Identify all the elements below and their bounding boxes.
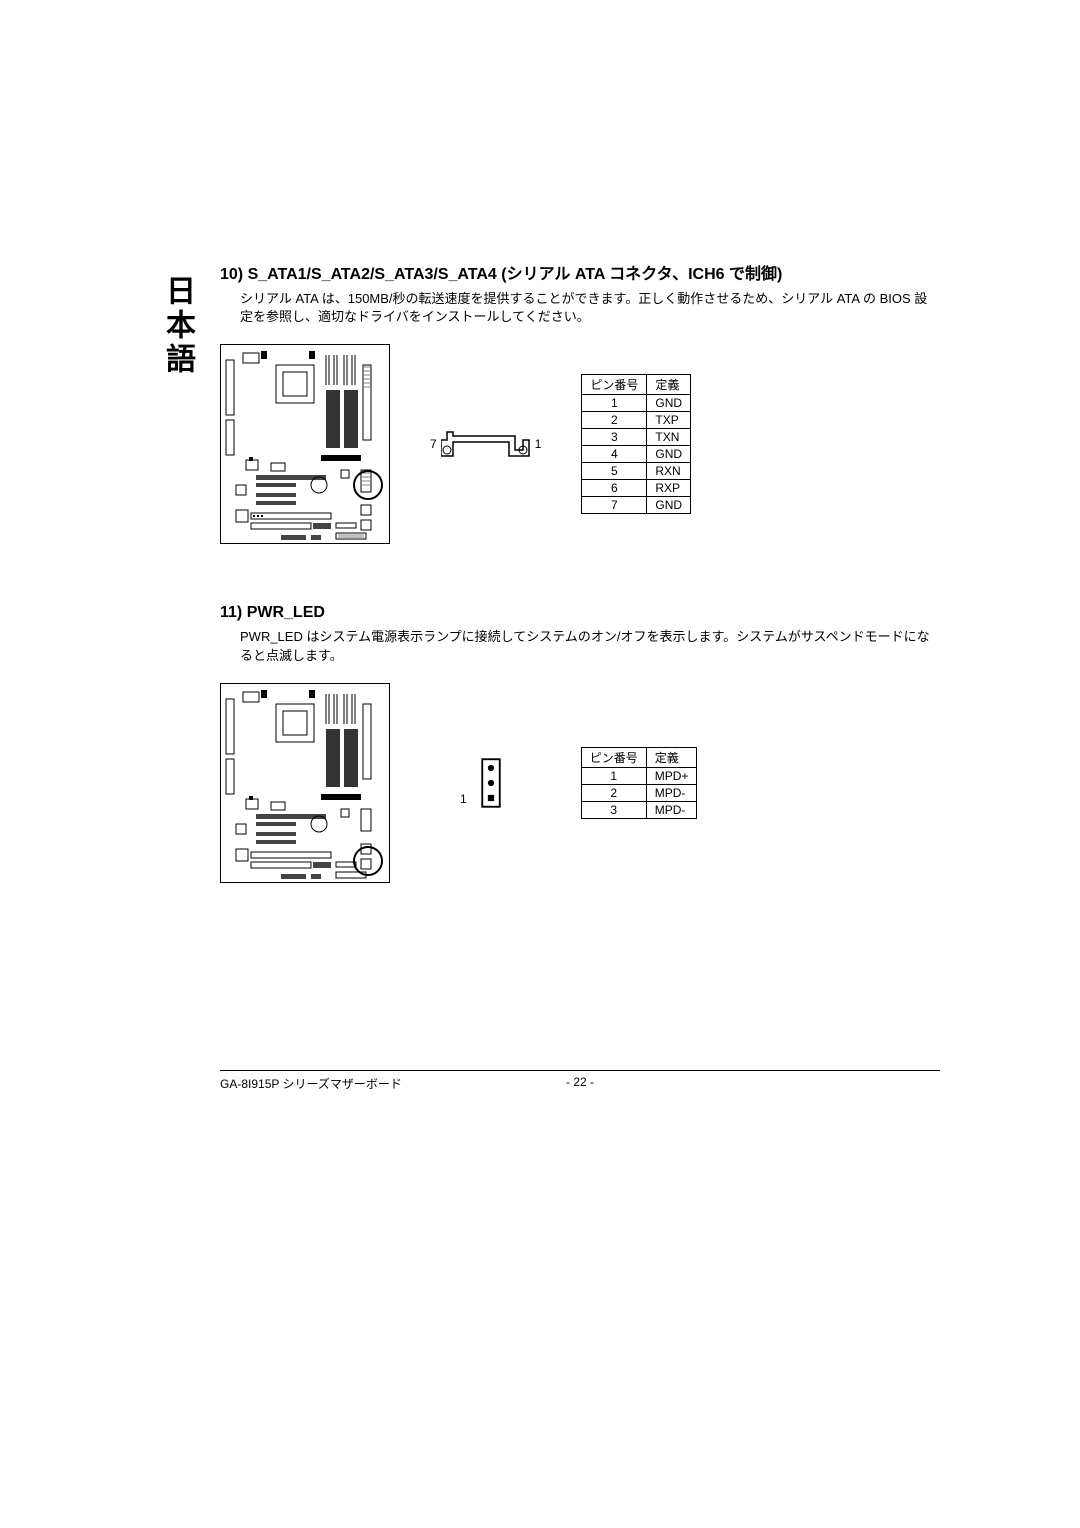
- table-cell: 4: [582, 446, 647, 463]
- page-footer: GA-8I915P シリーズマザーボード - 22 -: [220, 1070, 940, 1092]
- footer-model: GA-8I915P シリーズマザーボード: [220, 1075, 530, 1092]
- pwrled-connector-diagram: 1: [460, 758, 511, 808]
- footer-page-number: - 22 -: [530, 1075, 630, 1092]
- footer-spacer: [630, 1075, 940, 1092]
- pwrled-pin-table: ピン番号 定義 1MPD+ 2MPD- 3MPD-: [581, 747, 698, 819]
- table-cell: 1: [582, 395, 647, 412]
- table-cell: TXP: [647, 412, 691, 429]
- pwrled-th-def: 定義: [646, 747, 697, 767]
- pwrled-highlight-circle: [353, 846, 383, 876]
- table-cell: 3: [581, 801, 646, 818]
- sata-pin7-label: 7: [430, 437, 437, 451]
- pwrled-connector-svg: [471, 758, 511, 808]
- table-cell: MPD+: [646, 767, 697, 784]
- table-cell: GND: [647, 497, 691, 514]
- table-cell: MPD-: [646, 801, 697, 818]
- section-10-title: 10) S_ATA1/S_ATA2/S_ATA3/S_ATA4 (シリアル AT…: [220, 260, 940, 284]
- table-cell: 6: [582, 480, 647, 497]
- sata-th-def: 定義: [647, 375, 691, 395]
- table-cell: 2: [581, 784, 646, 801]
- sata-connector-svg: [441, 419, 531, 469]
- table-cell: RXP: [647, 480, 691, 497]
- section-10-desc: シリアル ATA は、150MB/秒の転送速度を提供することができます。正しく動…: [240, 290, 940, 326]
- mobo-svg-1: [221, 345, 391, 545]
- sata-th-pin: ピン番号: [582, 375, 647, 395]
- main-content: 10) S_ATA1/S_ATA2/S_ATA3/S_ATA4 (シリアル AT…: [220, 260, 940, 943]
- motherboard-diagram-2: [220, 683, 390, 883]
- sata-connector-diagram: 7 1: [430, 419, 541, 469]
- table-cell: GND: [647, 395, 691, 412]
- section-11-row: 1 ピン番号 定義 1MPD+ 2MPD- 3MPD-: [220, 683, 940, 883]
- table-cell: 7: [582, 497, 647, 514]
- table-cell: TXN: [647, 429, 691, 446]
- table-cell: MPD-: [646, 784, 697, 801]
- section-11: 11) PWR_LED PWR_LED はシステム電源表示ランプに接続してシステ…: [220, 604, 940, 882]
- table-cell: 2: [582, 412, 647, 429]
- motherboard-diagram-1: [220, 344, 390, 544]
- table-cell: 3: [582, 429, 647, 446]
- section-11-title: 11) PWR_LED: [220, 604, 940, 622]
- sata-pin1-label: 1: [535, 437, 542, 451]
- table-cell: 5: [582, 463, 647, 480]
- sata-pin-table: ピン番号 定義 1GND 2TXP 3TXN 4GND 5RXN 6RXP 7G…: [581, 374, 691, 514]
- pwrled-pin1-label: 1: [460, 792, 467, 806]
- section-10: 10) S_ATA1/S_ATA2/S_ATA3/S_ATA4 (シリアル AT…: [220, 260, 940, 544]
- table-cell: 1: [581, 767, 646, 784]
- language-label: 日本語: [155, 275, 199, 377]
- section-10-row: 7 1 ピン番号 定義 1GND 2TXP 3TXN 4GND 5RXN: [220, 344, 940, 544]
- table-cell: GND: [647, 446, 691, 463]
- pwrled-th-pin: ピン番号: [581, 747, 646, 767]
- section-11-desc: PWR_LED はシステム電源表示ランプに接続してシステムのオン/オフを表示しま…: [240, 628, 940, 664]
- table-cell: RXN: [647, 463, 691, 480]
